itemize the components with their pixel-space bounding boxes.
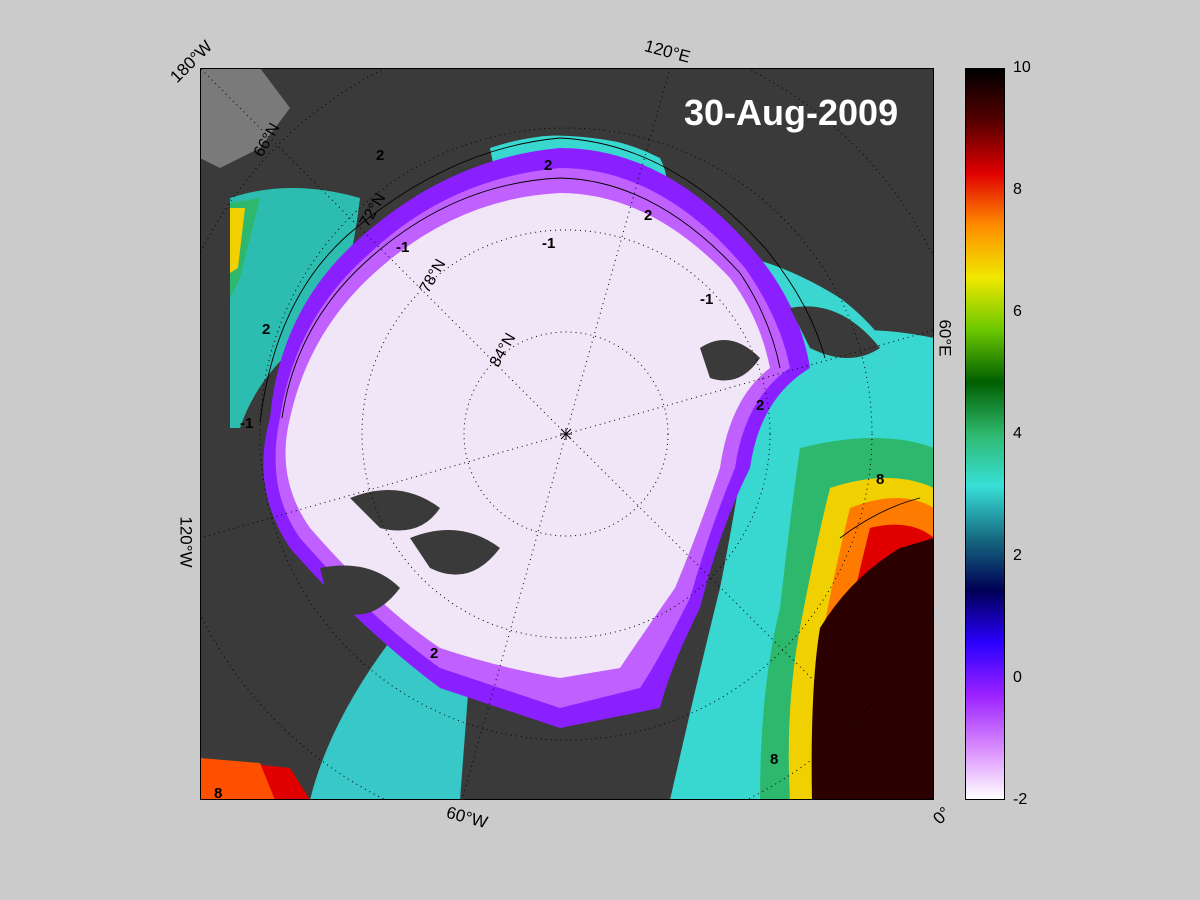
archipelago-island-1 bbox=[350, 490, 440, 531]
lat-84-circle bbox=[463, 331, 669, 537]
colorbar-tick-10: 10 bbox=[1013, 59, 1031, 76]
contour-2 bbox=[259, 137, 826, 424]
graticule bbox=[200, 68, 934, 800]
colorbar-tick-4: 4 bbox=[1013, 425, 1022, 442]
contours bbox=[259, 137, 921, 539]
map-canvas: 66°N 72°N 78°N 84°N 2 2 2 2 2 2 -1 -1 -1… bbox=[200, 68, 934, 800]
archipelago-island-2 bbox=[410, 530, 500, 575]
contour-label-2-f: 2 bbox=[262, 321, 270, 338]
contour-label-8-a: 8 bbox=[876, 471, 884, 488]
contour-label-minus1-d: -1 bbox=[240, 415, 253, 432]
contour-minus1 bbox=[281, 177, 781, 419]
colorbar-tick-0: 0 bbox=[1013, 669, 1022, 686]
meridian-60w bbox=[461, 433, 567, 800]
contour-8 bbox=[839, 497, 921, 539]
contour-label-minus1-b: -1 bbox=[542, 235, 555, 252]
contour-label-minus1-c: -1 bbox=[700, 291, 713, 308]
colorbar-tick-8: 8 bbox=[1013, 181, 1022, 198]
pacific-warm-corner-2 bbox=[200, 758, 275, 800]
map-frame bbox=[200, 68, 934, 800]
lon-label-0: 0° bbox=[929, 803, 955, 829]
meridian-120w bbox=[200, 433, 567, 539]
canada-mainland-left bbox=[200, 488, 280, 628]
contour-label-2-c: 2 bbox=[644, 207, 652, 224]
lon-label-60w: 60°W bbox=[444, 802, 490, 833]
contour-label-minus1-a: -1 bbox=[396, 239, 409, 256]
svalbard-land bbox=[700, 340, 760, 381]
contour-label-8-b: 8 bbox=[770, 751, 778, 768]
siberia-land bbox=[500, 68, 934, 228]
lon-label-60e: 60°E bbox=[935, 319, 955, 357]
colorbar-tick-2: 2 bbox=[1013, 547, 1022, 564]
meridian-120e bbox=[565, 68, 671, 435]
contour-label-2-a: 2 bbox=[376, 147, 384, 164]
pacific-yellow bbox=[230, 208, 245, 273]
novaya-zemlya-land bbox=[790, 306, 880, 358]
masked-area-topleft bbox=[200, 68, 290, 168]
archipelago-island-3 bbox=[320, 565, 400, 615]
colorbar-tick-6: 6 bbox=[1013, 303, 1022, 320]
sst-map: 66°N 72°N 78°N 84°N 2 2 2 2 2 2 -1 -1 -1… bbox=[200, 68, 934, 800]
contour-label-8-c: 8 bbox=[214, 785, 222, 800]
lat-78-circle bbox=[361, 229, 771, 639]
north-pole-marker bbox=[560, 428, 572, 440]
colorbar bbox=[965, 68, 1005, 800]
lon-label-120w: 120°W bbox=[176, 516, 196, 568]
date-label: 30-Aug-2009 bbox=[684, 92, 899, 133]
contour-label-2-d: 2 bbox=[756, 397, 764, 414]
ice-interior bbox=[285, 193, 770, 678]
lat-72-circle bbox=[259, 127, 873, 741]
pacific-cyan bbox=[230, 188, 360, 428]
colorbar-tick-minus2: -2 bbox=[1013, 791, 1028, 808]
contour-label-2-e: 2 bbox=[430, 645, 438, 662]
lon-label-120e: 120°E bbox=[642, 36, 693, 67]
contour-label-2-b: 2 bbox=[544, 157, 552, 174]
atlantic-darkred bbox=[811, 538, 934, 800]
